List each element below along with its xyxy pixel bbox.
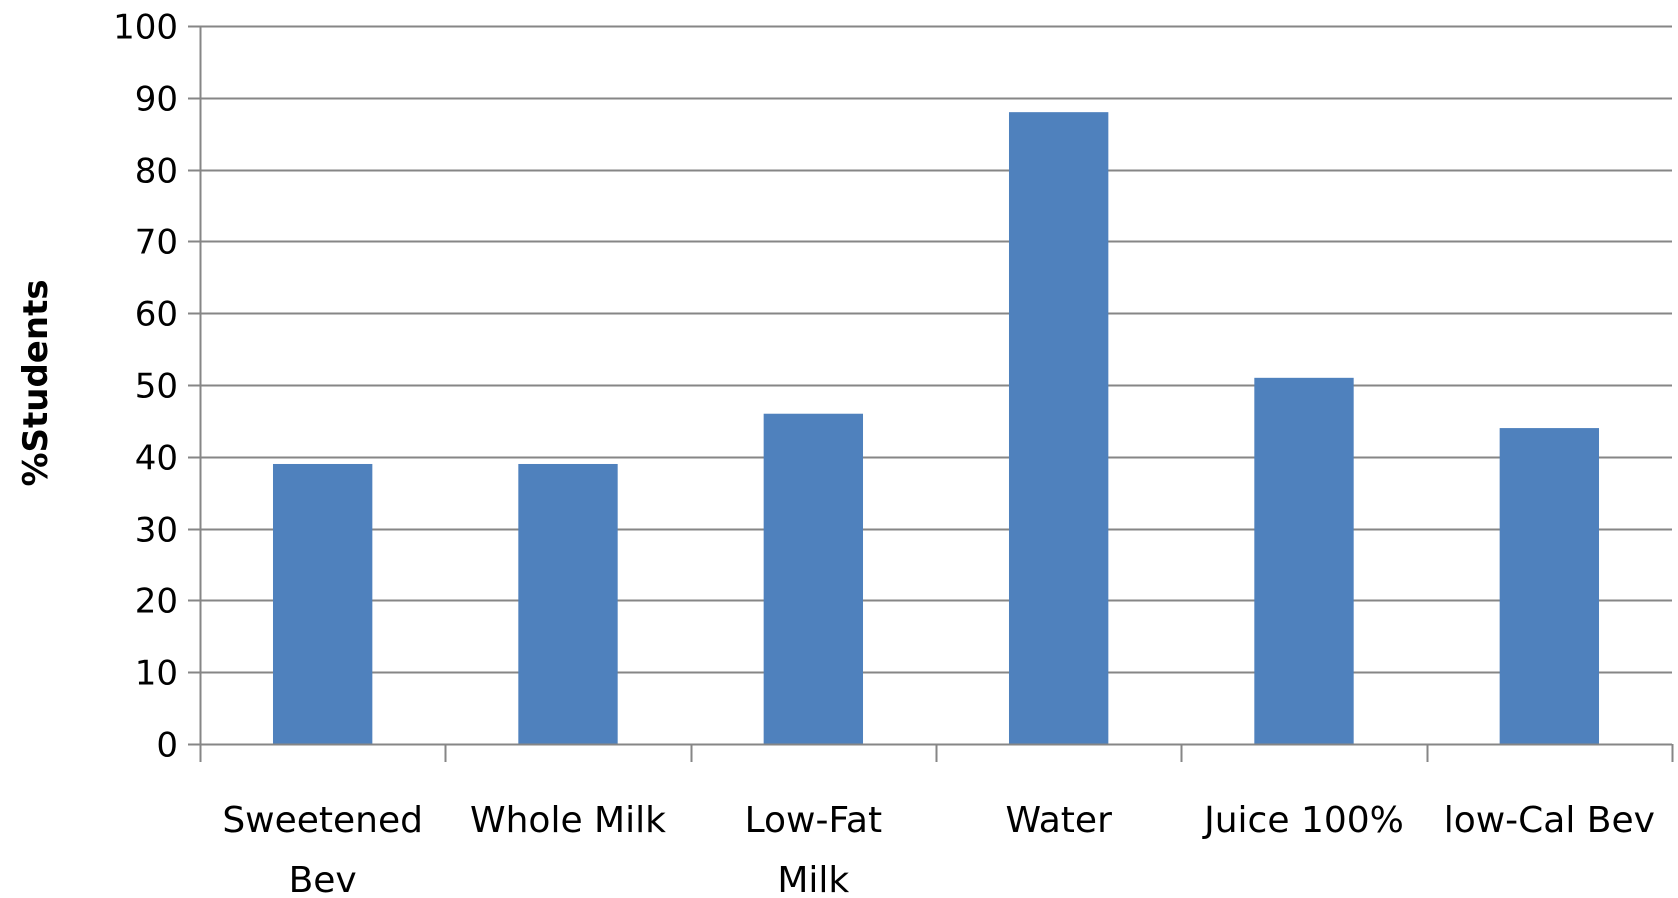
y-tick-label: 90: [135, 80, 178, 120]
y-tick-label: 20: [135, 582, 178, 622]
gridlines: [200, 25, 1672, 674]
y-tick-label: 40: [135, 439, 178, 479]
x-category-label: Low-Fat: [745, 800, 882, 841]
y-tick-labels: 0 10 20 30 40 50 60 70 80 90 100: [113, 8, 178, 766]
y-tick-label: 100: [113, 8, 178, 48]
bar: [1254, 377, 1354, 744]
bar: [272, 463, 373, 744]
y-tick-label: 50: [135, 367, 178, 407]
x-category-labels: Sweetened Bev Whole Milk Low-Fat Milk Water Ju…: [222, 800, 1655, 898]
bars: [272, 112, 1600, 744]
y-tick-label: 10: [135, 654, 178, 694]
y-tick-label: 0: [156, 726, 178, 766]
y-tick-label: 30: [135, 511, 178, 551]
bar: [1499, 428, 1600, 744]
y-tick-label: 70: [135, 223, 178, 263]
bar: [518, 463, 618, 744]
y-tick-label: 80: [135, 152, 178, 192]
y-axis-title: %Students: [16, 279, 56, 486]
x-category-label: Water: [1005, 800, 1112, 841]
y-tick-label: 60: [135, 295, 178, 335]
axes: [188, 25, 1674, 762]
x-category-label: Milk: [777, 860, 849, 898]
x-category-label: Juice 100%: [1202, 800, 1404, 841]
x-category-label: low-Cal Bev: [1444, 800, 1655, 841]
bar: [1008, 112, 1109, 744]
bar: [763, 413, 864, 744]
x-category-label: Bev: [289, 860, 357, 898]
x-category-label: Sweetened: [222, 800, 423, 841]
x-category-label: Whole Milk: [470, 800, 666, 841]
